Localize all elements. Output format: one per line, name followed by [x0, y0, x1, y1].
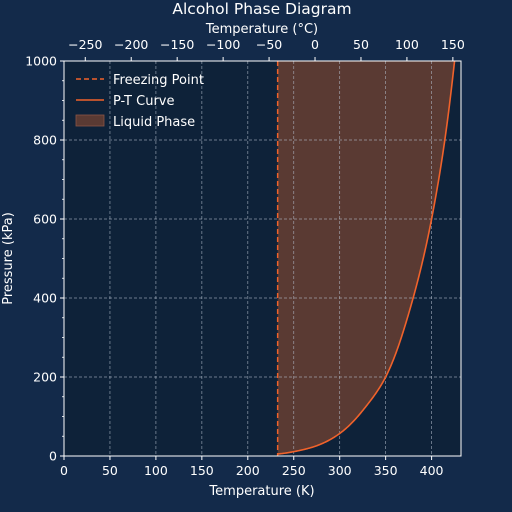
x-tick-label: 400	[420, 463, 444, 478]
x2-tick-label: 100	[395, 37, 419, 52]
y-tick-label: 1000	[25, 54, 57, 69]
x2-tick-label: −100	[206, 37, 240, 52]
axes: 0 50 100 150 200 250 300 350 400 0 200 400 600 800 100…	[25, 37, 465, 478]
x-tick-label: 350	[374, 463, 398, 478]
y-tick-label: 200	[33, 370, 57, 385]
liquid-phase-region	[277, 61, 455, 455]
x-tick-label: 200	[236, 463, 260, 478]
legend-curve-label: P-T Curve	[113, 94, 174, 109]
legend: Freezing Point P-T Curve Liquid Phase	[75, 73, 204, 130]
x-tick-label: 300	[328, 463, 352, 478]
y-tick-label: 0	[49, 449, 57, 464]
x2-tick-label: 50	[353, 37, 369, 52]
legend-liquid-label: Liquid Phase	[113, 115, 195, 130]
x-tick-label: 50	[102, 463, 118, 478]
y-axis-label: Pressure (kPa)	[1, 212, 16, 305]
x-tick-label: 250	[282, 463, 306, 478]
pt-curve-line	[277, 60, 456, 455]
legend-freezing-label: Freezing Point	[113, 73, 204, 88]
x-tick-label: 100	[144, 463, 168, 478]
series-layer	[276, 60, 456, 456]
x2-tick-label: −200	[114, 37, 148, 52]
y-tick-label: 800	[33, 133, 57, 148]
grid	[64, 61, 461, 456]
x-axis-label: Temperature (K)	[208, 484, 314, 499]
x2-tick-label: 0	[311, 37, 319, 52]
liquid-phase-fill	[277, 61, 455, 455]
x2-tick-label: −150	[160, 37, 194, 52]
x-tick-label: 150	[190, 463, 214, 478]
y-tick-label: 600	[33, 212, 57, 227]
y-tick-label: 400	[33, 291, 57, 306]
x2-tick-label: 150	[441, 37, 465, 52]
x2-axis-label: Temperature (°C)	[205, 22, 318, 37]
chart-title: Alcohol Phase Diagram	[172, 0, 351, 18]
x-tick-label: 0	[60, 463, 68, 478]
x2-tick-label: −250	[68, 37, 102, 52]
legend-liquid-swatch	[75, 114, 105, 127]
x2-tick-label: −50	[256, 37, 282, 52]
